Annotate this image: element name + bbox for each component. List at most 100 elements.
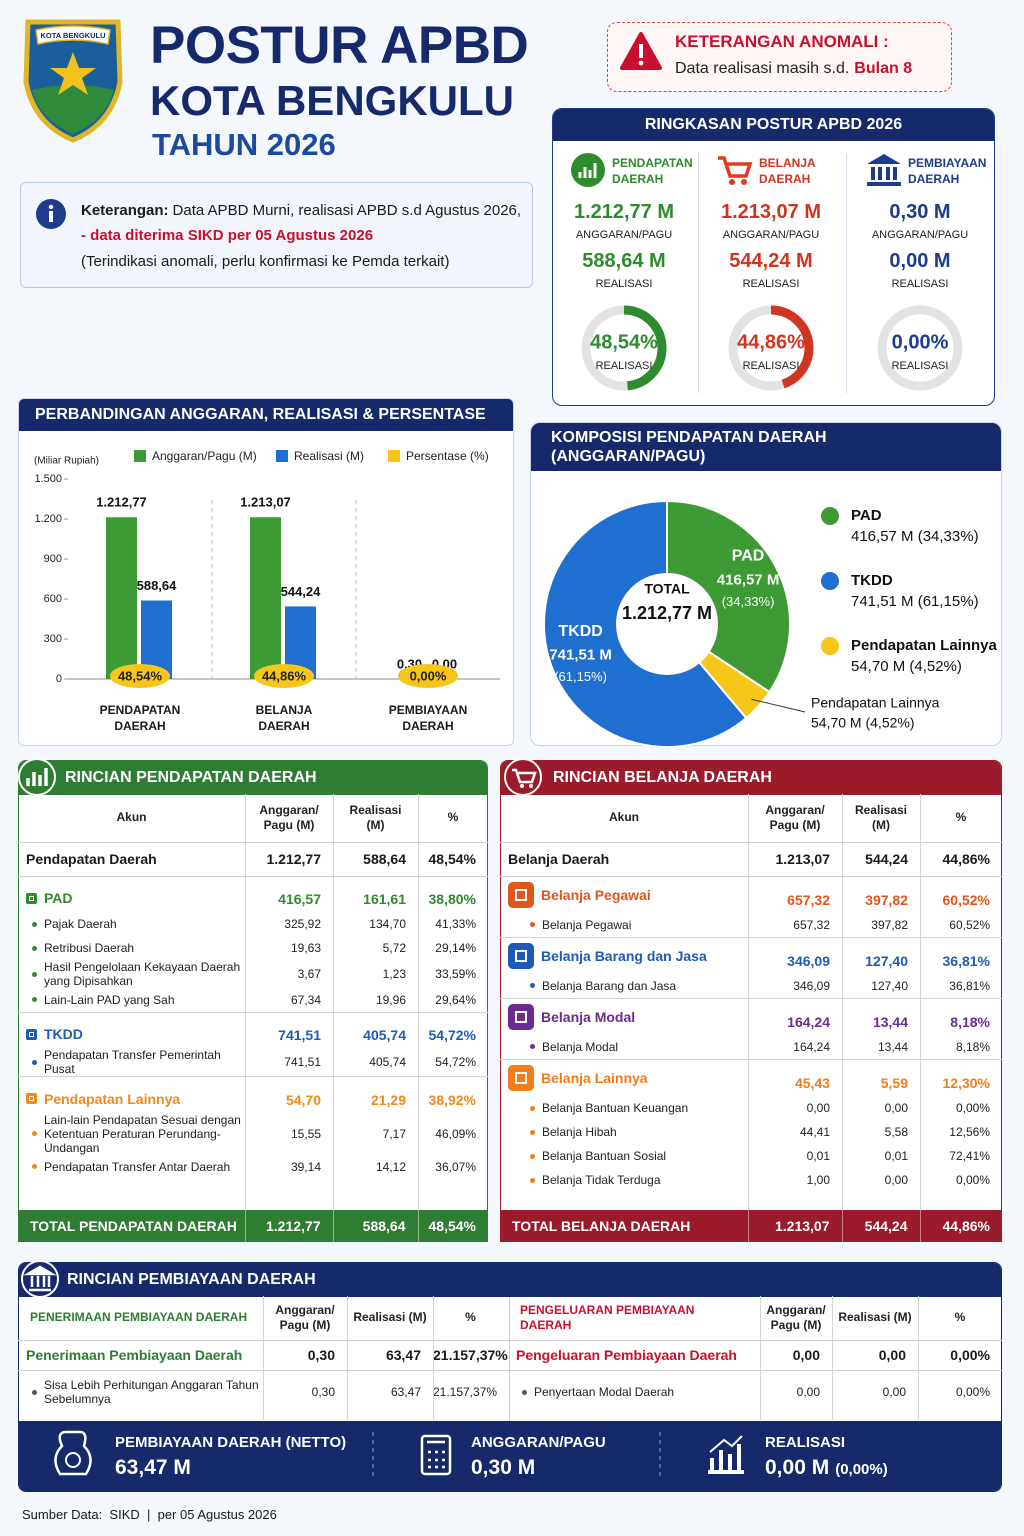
total-cell: TOTAL PENDAPATAN DAERAH [30, 1218, 237, 1234]
divider [509, 1297, 510, 1421]
table-cell: 397,82 [871, 917, 908, 932]
table-cell: 44,41 [799, 1125, 830, 1139]
table-cell: 325,92 [284, 917, 321, 931]
bullet [530, 983, 535, 989]
logo-text: KOTA BENGKULU [41, 31, 106, 40]
table-body: Akun Anggaran/ Pagu (M) Realisasi (M)% Pend… [18, 794, 488, 1179]
header-row: PENERIMAAN PEMBIAYAAN DAERAH Anggaran/ Pa… [18, 1296, 508, 1340]
note-warning: - data diterima SIKD per 05 Agustus 2026 [81, 227, 374, 244]
note-label: Keterangan: [81, 202, 169, 219]
header-row: Akun Anggaran/ Pagu (M) Realisasi (M)% [18, 794, 488, 842]
label-cell: Belanja Pegawai [500, 913, 748, 937]
summary-value: 0,30 M [471, 1456, 536, 1479]
label-cell: Sisa Lebih Perhitungan Anggaran Tahun Se… [18, 1370, 263, 1414]
total-cell: 1.212,77 [244, 1210, 333, 1242]
table-row: Belanja Hibah 44,41 5,58 12,56% [500, 1120, 1002, 1144]
data-table: Akun Anggaran/ Pagu (M) Realisasi (M)% Bela… [500, 794, 1002, 1192]
summary-value: ANGGARAN/PAGU [575, 229, 673, 241]
label-cell: Penyertaan Modal Daerah [508, 1370, 760, 1414]
label-box: Pendapatan Transfer Pemerintah Pusat [32, 1048, 245, 1076]
table-cell: 0,00 [882, 1385, 906, 1400]
label-cell: Pendapatan Transfer Antar Daerah [18, 1155, 245, 1179]
year: TAHUN 2026 [152, 127, 336, 162]
bullet [32, 1389, 37, 1395]
summary-label: ANGGARAN/PAGU [471, 1434, 606, 1451]
label-cell: Retribusi Daerah [18, 936, 245, 960]
label-cell: Belanja Tidak Terduga [500, 1168, 748, 1192]
column-header: Realisasi (M) [838, 1310, 912, 1325]
total-cell: 48,54% [417, 1210, 488, 1242]
table-cell: 0,01 [806, 1149, 830, 1163]
label-cell: Hasil Pengelolaan Kekayaan Daerah yang D… [18, 960, 245, 988]
table-cell: 60,52% [949, 917, 990, 932]
label-cell: Pendapatan Lainnya [18, 1077, 245, 1113]
table-cell: 0,00 [884, 1101, 908, 1115]
table-cell: 657,32 [787, 892, 830, 908]
table-cell: 33,59% [435, 967, 476, 981]
bullet [32, 1131, 37, 1136]
table-cell: 46,09% [435, 1126, 476, 1141]
summary-value: REALISASI [742, 278, 800, 290]
table-cell: 0,00 [792, 1347, 820, 1363]
data-table: PENGELUARAN PEMBIAYAAN DAERAH Anggaran/ P… [508, 1296, 1002, 1414]
anomaly-title: KETERANGAN ANOMALI : [675, 32, 889, 51]
row-label: Belanja Bantuan Sosial [542, 1149, 667, 1163]
table-cell: 21,29 [370, 1091, 406, 1108]
column-line [347, 1296, 348, 1420]
label-box: Pajak Daerah [32, 917, 245, 931]
table-cell: 63,47 [385, 1347, 421, 1363]
x-tick-label: PENDAPATAN DAERAH [99, 703, 181, 733]
table-row: Pendapatan Transfer Pemerintah Pusat 741,… [18, 1048, 488, 1077]
group-icon [508, 1004, 534, 1030]
table-cell: 36,07% [435, 1159, 476, 1174]
table-cell: 19,63 [290, 941, 321, 955]
bullet [32, 921, 37, 927]
total-cell: 44,86% [919, 1210, 1002, 1242]
label-box: Lain-lain Pendapatan Sesuai dengan Keten… [32, 1113, 245, 1155]
group-icon [508, 882, 534, 908]
table-cell: 38,92% [428, 1091, 476, 1108]
label-cell: Penerimaan Pembiayaan Daerah [18, 1340, 263, 1370]
logo-star [50, 52, 96, 95]
row-label: Pendapatan Lainnya [44, 1090, 181, 1107]
row-label: Lain-lain Pendapatan Sesuai dengan Keten… [44, 1112, 241, 1155]
column-header: Anggaran/ Pagu (M) [275, 1302, 335, 1332]
table-row: Belanja Daerah 1.213,07 544,24 44,86% [500, 842, 1002, 876]
label-cell: Belanja Bantuan Keuangan [500, 1096, 748, 1120]
summary-value: 1.212,77 M [573, 201, 675, 223]
label-box: Retribusi Daerah [32, 941, 245, 955]
table-cell: 63,47 [390, 1385, 421, 1400]
column-line [433, 1296, 434, 1420]
data-table: PENERIMAAN PEMBIAYAAN DAERAH Anggaran/ Pa… [18, 1296, 508, 1414]
header-row: PENGELUARAN PEMBIAYAAN DAERAH Anggaran/ P… [508, 1296, 1002, 1340]
table-row: PAD 416,57 161,61 38,80% [18, 876, 488, 912]
label-box: TKDD [26, 1025, 245, 1043]
row-label: Belanja Bantuan Keuangan [542, 1101, 689, 1115]
label-box: Pendapatan Daerah [26, 850, 245, 868]
table-row: Belanja Modal 164,24 13,44 8,18% [500, 998, 1002, 1035]
pie-chart-card: KOMPOSISI PENDAPATAN DAERAH (ANGGARAN/PA… [530, 422, 1002, 746]
group-icon [508, 1065, 534, 1091]
label-box: Pengeluaran Pembiayaan Daerah [516, 1346, 760, 1364]
column-line [920, 794, 921, 1210]
table-row: Belanja Barang dan Jasa 346,09 127,40 36,81… [500, 974, 1002, 998]
label-box: Belanja Bantuan Keuangan [530, 1101, 748, 1115]
row-label: Belanja Barang dan Jasa [541, 948, 707, 964]
summary-label: PEMBIAYAAN DAERAH (NETTO) [115, 1434, 347, 1451]
label-box: Belanja Daerah [508, 850, 748, 868]
label-box: Lain-Lain PAD yang Sah [32, 993, 245, 1007]
table-cell: 161,61 [363, 891, 406, 907]
label-cell: Pengeluaran Pembiayaan Daerah [508, 1340, 760, 1370]
table-cell: 29,14% [435, 941, 476, 955]
table-cell: 8,18% [955, 1039, 990, 1054]
column-line [418, 794, 419, 1210]
row-label: Lain-Lain PAD yang Sah [44, 992, 175, 1007]
table-cell: 60,52% [942, 892, 990, 908]
bullet [32, 1164, 37, 1169]
table-cell: 0,01 [884, 1149, 908, 1163]
table-cell: 36,81% [949, 978, 990, 993]
bullet [32, 997, 37, 1003]
chart-title: PERBANDINGAN ANGGARAN, REALISASI & PERSE… [19, 399, 513, 431]
logo [23, 19, 123, 143]
